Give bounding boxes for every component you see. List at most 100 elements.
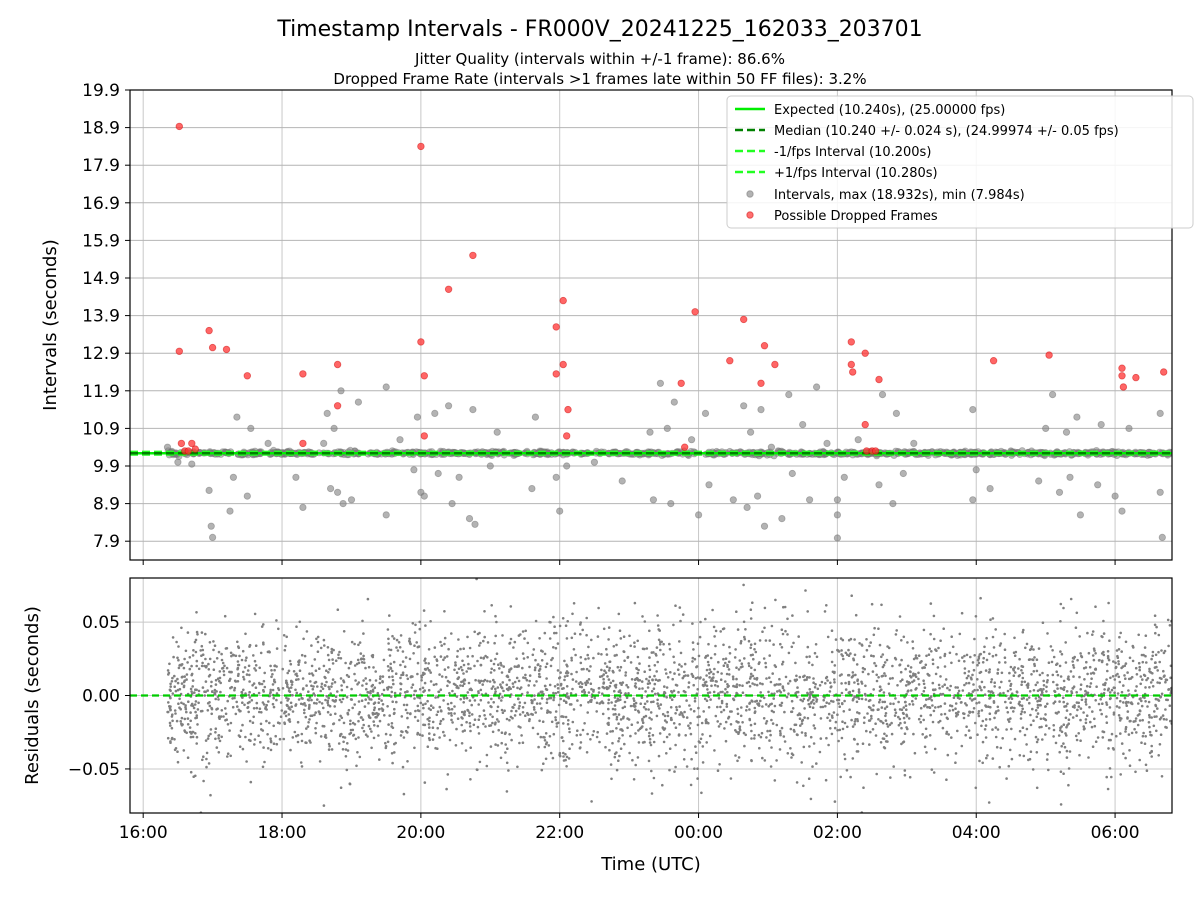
residual-point [1114, 674, 1118, 677]
residual-point [560, 715, 563, 718]
residual-point [285, 696, 288, 700]
residual-point [605, 665, 609, 668]
residual-point [896, 684, 899, 687]
residual-point [671, 677, 674, 681]
residual-point [502, 665, 506, 668]
residual-point [382, 688, 386, 692]
residual-point [765, 736, 768, 739]
residual-point [413, 631, 417, 634]
residual-point [353, 672, 356, 676]
residual-point [359, 716, 363, 719]
residual-point [701, 745, 705, 748]
residual-point [334, 712, 337, 716]
residual-point [491, 721, 494, 725]
residual-point [1130, 731, 1134, 735]
residual-point [1122, 684, 1125, 687]
residual-point [905, 680, 909, 683]
residual-point [1161, 714, 1165, 717]
residual-point [536, 732, 540, 736]
residual-point [881, 700, 884, 704]
residual-point [1040, 725, 1043, 729]
residual-point [540, 659, 544, 662]
interval-point [469, 405, 477, 414]
residual-point [686, 674, 690, 677]
residual-point [802, 745, 806, 749]
residual-point [922, 666, 926, 669]
residual-point [428, 738, 432, 742]
residual-point [761, 705, 764, 708]
residual-point [1036, 738, 1040, 741]
residual-point [1148, 667, 1151, 671]
residual-point [763, 606, 767, 610]
residual-point [201, 758, 204, 762]
residual-point [1130, 701, 1133, 704]
residual-point [415, 641, 419, 644]
residual-point [713, 635, 716, 638]
residual-point [723, 692, 727, 695]
residual-point [1107, 738, 1111, 742]
residual-point [716, 705, 719, 709]
residual-point [473, 699, 477, 702]
residual-point [704, 617, 707, 621]
residual-point [295, 625, 298, 628]
residual-point [897, 715, 900, 719]
residual-point [325, 669, 328, 672]
residual-point [533, 684, 536, 687]
residual-point [309, 714, 313, 718]
residual-point [509, 605, 513, 608]
residual-point [483, 678, 487, 682]
residual-point [790, 756, 793, 759]
residual-point [999, 642, 1003, 645]
residual-point [886, 725, 890, 728]
residual-point [852, 737, 856, 741]
residual-point [1045, 685, 1048, 689]
residual-point [787, 651, 791, 655]
residual-point [254, 669, 258, 672]
residual-point [945, 778, 948, 781]
residual-point [330, 647, 334, 651]
residual-point [780, 701, 784, 705]
residual-point [558, 676, 561, 680]
residual-point [185, 731, 188, 735]
residual-point [579, 656, 583, 659]
residual-point [1144, 686, 1147, 689]
residual-point [732, 698, 736, 702]
residual-point [603, 686, 606, 690]
interval-point [1158, 533, 1166, 542]
interval-point [667, 499, 675, 508]
residual-point [750, 666, 753, 670]
residual-point [719, 722, 722, 726]
residual-point [231, 653, 235, 657]
residual-point [247, 693, 250, 697]
residual-point [617, 690, 621, 693]
residual-point [1060, 730, 1064, 734]
residual-point [340, 688, 344, 692]
residual-point [879, 741, 883, 744]
residual-point [958, 632, 962, 636]
residual-point [1103, 683, 1107, 687]
residual-point [989, 680, 993, 684]
residual-point [528, 674, 532, 677]
residual-point [757, 733, 761, 737]
residual-point [1138, 668, 1141, 672]
residual-point [428, 726, 431, 729]
residual-point [1141, 734, 1145, 738]
residual-point [761, 756, 764, 760]
dropped-frame-point [1118, 364, 1126, 372]
residual-point [372, 720, 376, 723]
residual-point [537, 745, 540, 749]
residual-point [1105, 775, 1108, 779]
residual-point [346, 713, 350, 716]
residual-point [208, 704, 212, 708]
residual-point [720, 701, 724, 705]
residual-point [884, 719, 888, 722]
residual-point [445, 787, 448, 791]
residual-point [1095, 685, 1098, 688]
residual-point [357, 736, 360, 739]
residual-point [830, 629, 834, 632]
residual-point [243, 666, 247, 669]
dropped-frame-point [871, 447, 880, 455]
residual-point [1155, 715, 1158, 718]
residual-point [1144, 700, 1147, 703]
residual-point [783, 710, 786, 714]
